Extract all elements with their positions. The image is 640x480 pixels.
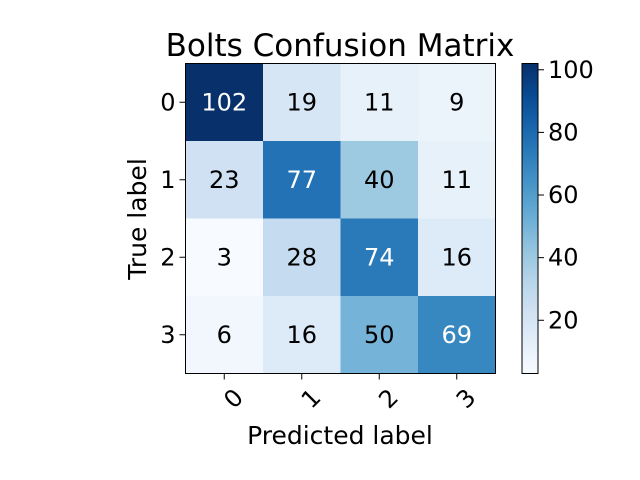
cell-value-label: 69 xyxy=(441,321,472,349)
heatmap-cell xyxy=(263,218,341,297)
cell-value-label: 40 xyxy=(364,166,395,194)
cell-value-label: 77 xyxy=(286,166,317,194)
x-tick-label: 0 xyxy=(218,383,249,414)
y-tick-label: 2 xyxy=(160,243,175,271)
heatmap-cell xyxy=(185,63,264,142)
cell-value-label: 74 xyxy=(364,243,395,271)
colorbar-ticks: 20 40 60 80 100 xyxy=(538,56,594,334)
heatmap-cells: 102 19 11 9 23 77 40 11 3 28 74 16 6 16 50 69 xyxy=(185,63,496,374)
cell-value-label: 6 xyxy=(217,321,232,349)
cell-value-label: 102 xyxy=(201,88,247,116)
colorbar-tick-label: 20 xyxy=(548,306,579,334)
y-tick-label: 3 xyxy=(160,321,175,349)
heatmap-cell xyxy=(185,296,264,374)
y-tick-label: 1 xyxy=(160,166,175,194)
cell-value-label: 11 xyxy=(364,88,395,116)
colorbar-tick-label: 60 xyxy=(548,181,579,209)
y-tick-label: 0 xyxy=(160,88,175,116)
heatmap-cell xyxy=(418,218,496,297)
cell-value-label: 11 xyxy=(441,166,472,194)
heatmap-cell xyxy=(185,218,264,297)
cell-value-label: 3 xyxy=(217,243,232,271)
heatmap-cell xyxy=(340,141,419,219)
colorbar-tick-label: 100 xyxy=(548,56,594,84)
heatmap-cell xyxy=(185,141,264,219)
heatmap-frame xyxy=(185,63,496,374)
x-tick-label: 1 xyxy=(296,383,327,414)
cell-value-label: 16 xyxy=(441,243,472,271)
x-tick-label: 3 xyxy=(451,383,482,414)
heatmap-cell xyxy=(340,63,419,142)
heatmap-cell xyxy=(263,141,341,219)
x-axis-label: Predicted label xyxy=(247,421,433,450)
heatmap-cell xyxy=(263,296,341,374)
cell-value-label: 16 xyxy=(286,321,317,349)
cell-value-label: 50 xyxy=(364,321,395,349)
chart-title: Bolts Confusion Matrix xyxy=(166,28,515,64)
heatmap-cell xyxy=(418,63,496,142)
y-axis-label: True label xyxy=(123,158,152,281)
x-axis-ticks: 0 1 2 3 xyxy=(218,373,482,414)
cell-value-label: 9 xyxy=(449,88,464,116)
heatmap-cell xyxy=(418,296,496,374)
y-axis-ticks: 0 1 2 3 xyxy=(160,88,186,349)
heatmap-cell xyxy=(340,296,419,374)
heatmap-cell xyxy=(263,63,341,142)
colorbar xyxy=(521,63,539,374)
heatmap-cell xyxy=(418,141,496,219)
cell-value-label: 19 xyxy=(286,88,317,116)
cell-value-label: 28 xyxy=(286,243,317,271)
colorbar-tick-label: 40 xyxy=(548,244,579,272)
x-tick-label: 2 xyxy=(373,383,404,414)
cell-value-label: 23 xyxy=(209,166,240,194)
heatmap-cell xyxy=(340,218,419,297)
colorbar-tick-label: 80 xyxy=(548,118,579,146)
